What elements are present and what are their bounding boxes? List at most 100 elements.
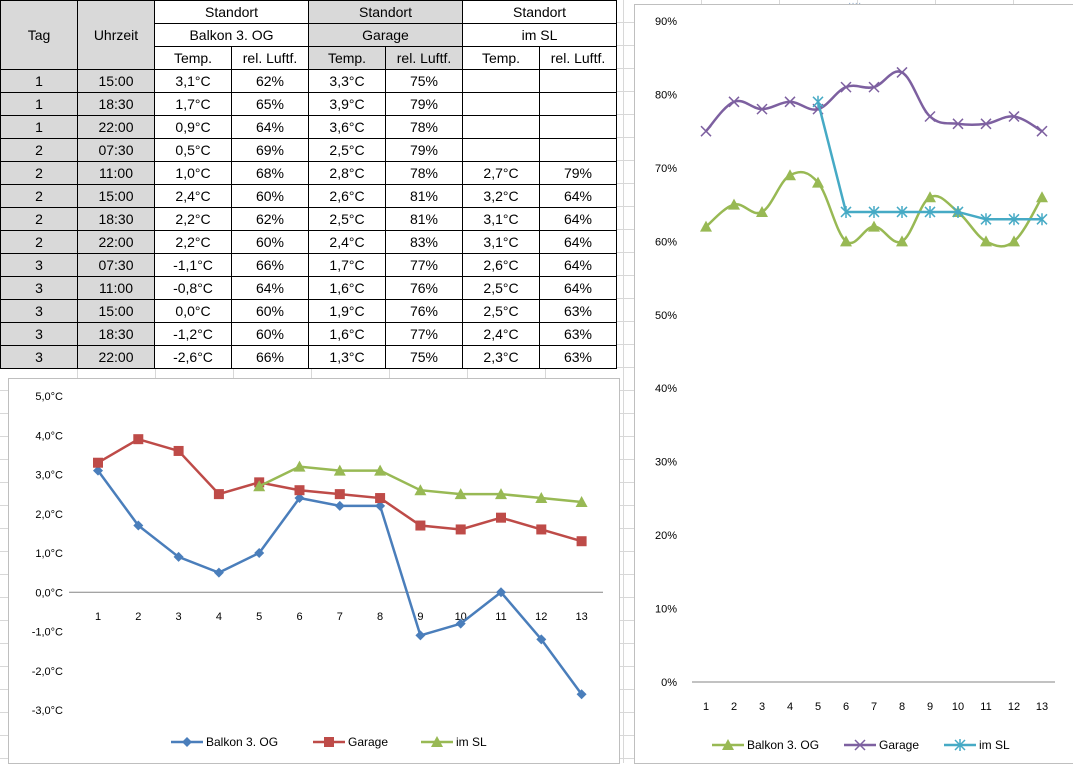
cell-value[interactable]: 63% bbox=[539, 345, 617, 369]
cell-value[interactable]: 81% bbox=[385, 207, 463, 231]
cell-value[interactable]: 1,7°C bbox=[308, 253, 386, 277]
cell-value[interactable]: 3,3°C bbox=[308, 69, 386, 93]
cell-uhrzeit[interactable]: 18:30 bbox=[77, 322, 155, 346]
cell-value[interactable]: 60% bbox=[231, 322, 309, 346]
cell-value[interactable]: 64% bbox=[539, 184, 617, 208]
cell-tag[interactable]: 1 bbox=[0, 69, 78, 93]
cell-value[interactable]: 3,9°C bbox=[308, 92, 386, 116]
cell-value[interactable]: 2,5°C bbox=[308, 207, 386, 231]
cell-value[interactable]: 62% bbox=[231, 69, 309, 93]
legend-item[interactable]: Balkon 3. OG bbox=[171, 735, 278, 749]
cell-value[interactable]: 60% bbox=[231, 230, 309, 254]
legend-item[interactable]: Balkon 3. OG bbox=[712, 738, 819, 752]
cell-value[interactable]: 3,6°C bbox=[308, 115, 386, 139]
cell-value[interactable]: 3,1°C bbox=[462, 230, 540, 254]
cell-value[interactable] bbox=[539, 69, 617, 93]
cell-value[interactable]: 76% bbox=[385, 299, 463, 323]
cell-value[interactable]: 1,6°C bbox=[308, 322, 386, 346]
header-uhrzeit[interactable]: Uhrzeit bbox=[77, 0, 155, 70]
cell-value[interactable]: -0,8°C bbox=[154, 276, 232, 300]
temperature-chart[interactable]: 5,0°C 4,0°C 3,0°C 2,0°C 1,0°C 0,0°C -1,0°C -2,0… bbox=[8, 378, 620, 764]
header-location-sl[interactable]: im SL bbox=[462, 23, 617, 47]
cell-value[interactable]: -1,2°C bbox=[154, 322, 232, 346]
cell-uhrzeit[interactable]: 15:00 bbox=[77, 69, 155, 93]
subheader-cell[interactable]: rel. Luftf. bbox=[539, 46, 617, 70]
legend-item[interactable]: Garage bbox=[844, 738, 919, 752]
cell-uhrzeit[interactable]: 18:30 bbox=[77, 207, 155, 231]
subheader-cell[interactable]: Temp. bbox=[308, 46, 386, 70]
cell-uhrzeit[interactable]: 18:30 bbox=[77, 92, 155, 116]
cell-value[interactable]: 63% bbox=[539, 299, 617, 323]
cell-value[interactable]: 1,6°C bbox=[308, 276, 386, 300]
cell-value[interactable]: 2,5°C bbox=[462, 299, 540, 323]
cell-tag[interactable]: 3 bbox=[0, 253, 78, 277]
cell-value[interactable]: 0,9°C bbox=[154, 115, 232, 139]
subheader-cell[interactable]: rel. Luftf. bbox=[231, 46, 309, 70]
cell-value[interactable]: 81% bbox=[385, 184, 463, 208]
cell-value[interactable]: 79% bbox=[539, 161, 617, 185]
cell-value[interactable]: 0,5°C bbox=[154, 138, 232, 162]
cell-value[interactable]: 75% bbox=[385, 69, 463, 93]
cell-value[interactable]: 64% bbox=[539, 230, 617, 254]
cell-value[interactable]: 66% bbox=[231, 345, 309, 369]
subheader-cell[interactable]: rel. Luftf. bbox=[385, 46, 463, 70]
cell-value[interactable]: 2,7°C bbox=[462, 161, 540, 185]
cell-value[interactable]: 1,9°C bbox=[308, 299, 386, 323]
cell-tag[interactable]: 2 bbox=[0, 138, 78, 162]
cell-value[interactable]: -2,6°C bbox=[154, 345, 232, 369]
cell-tag[interactable]: 2 bbox=[0, 230, 78, 254]
cell-value[interactable]: 1,3°C bbox=[308, 345, 386, 369]
cell-value[interactable]: 65% bbox=[231, 92, 309, 116]
cell-value[interactable]: 64% bbox=[231, 115, 309, 139]
subheader-cell[interactable]: Temp. bbox=[154, 46, 232, 70]
cell-value[interactable] bbox=[462, 92, 540, 116]
cell-value[interactable]: 2,5°C bbox=[308, 138, 386, 162]
cell-value[interactable]: 0,0°C bbox=[154, 299, 232, 323]
cell-value[interactable]: 3,1°C bbox=[462, 207, 540, 231]
cell-value[interactable]: 1,7°C bbox=[154, 92, 232, 116]
cell-uhrzeit[interactable]: 22:00 bbox=[77, 230, 155, 254]
header-location-balkon[interactable]: Balkon 3. OG bbox=[154, 23, 309, 47]
cell-value[interactable]: 2,4°C bbox=[462, 322, 540, 346]
cell-value[interactable]: 3,2°C bbox=[462, 184, 540, 208]
cell-value[interactable]: 2,4°C bbox=[154, 184, 232, 208]
cell-value[interactable]: 1,0°C bbox=[154, 161, 232, 185]
cell-value[interactable] bbox=[539, 92, 617, 116]
cell-tag[interactable]: 3 bbox=[0, 276, 78, 300]
cell-tag[interactable]: 2 bbox=[0, 184, 78, 208]
cell-value[interactable]: 2,2°C bbox=[154, 207, 232, 231]
legend-item[interactable]: im SL bbox=[421, 735, 487, 749]
header-tag[interactable]: Tag bbox=[0, 0, 78, 70]
cell-value[interactable]: 62% bbox=[231, 207, 309, 231]
cell-tag[interactable]: 1 bbox=[0, 92, 78, 116]
cell-value[interactable]: 79% bbox=[385, 138, 463, 162]
cell-value[interactable]: 64% bbox=[231, 276, 309, 300]
cell-uhrzeit[interactable]: 22:00 bbox=[77, 115, 155, 139]
cell-value[interactable]: 77% bbox=[385, 253, 463, 277]
cell-value[interactable]: 2,3°C bbox=[462, 345, 540, 369]
humidity-chart[interactable]: 90% 80% 70% 60% 50% 40% 30% 20% 10% 0% 1 2 3 4 5 6 7 8 9 10… bbox=[634, 4, 1073, 764]
cell-value[interactable]: 2,8°C bbox=[308, 161, 386, 185]
cell-value[interactable]: 2,5°C bbox=[462, 276, 540, 300]
cell-value[interactable]: -1,1°C bbox=[154, 253, 232, 277]
cell-uhrzeit[interactable]: 22:00 bbox=[77, 345, 155, 369]
subheader-cell[interactable]: Temp. bbox=[462, 46, 540, 70]
cell-value[interactable]: 2,6°C bbox=[308, 184, 386, 208]
cell-uhrzeit[interactable]: 07:30 bbox=[77, 253, 155, 277]
cell-value[interactable]: 60% bbox=[231, 299, 309, 323]
cell-value[interactable]: 78% bbox=[385, 161, 463, 185]
cell-tag[interactable]: 3 bbox=[0, 299, 78, 323]
cell-value[interactable]: 2,4°C bbox=[308, 230, 386, 254]
cell-tag[interactable]: 3 bbox=[0, 322, 78, 346]
cell-tag[interactable]: 1 bbox=[0, 115, 78, 139]
header-standort-3[interactable]: Standort bbox=[462, 0, 617, 24]
cell-value[interactable]: 79% bbox=[385, 92, 463, 116]
cell-tag[interactable]: 2 bbox=[0, 207, 78, 231]
cell-value[interactable]: 68% bbox=[231, 161, 309, 185]
cell-value[interactable] bbox=[462, 138, 540, 162]
cell-value[interactable]: 64% bbox=[539, 276, 617, 300]
cell-value[interactable]: 76% bbox=[385, 276, 463, 300]
cell-uhrzeit[interactable]: 15:00 bbox=[77, 184, 155, 208]
cell-value[interactable]: 2,2°C bbox=[154, 230, 232, 254]
cell-value[interactable]: 64% bbox=[539, 207, 617, 231]
